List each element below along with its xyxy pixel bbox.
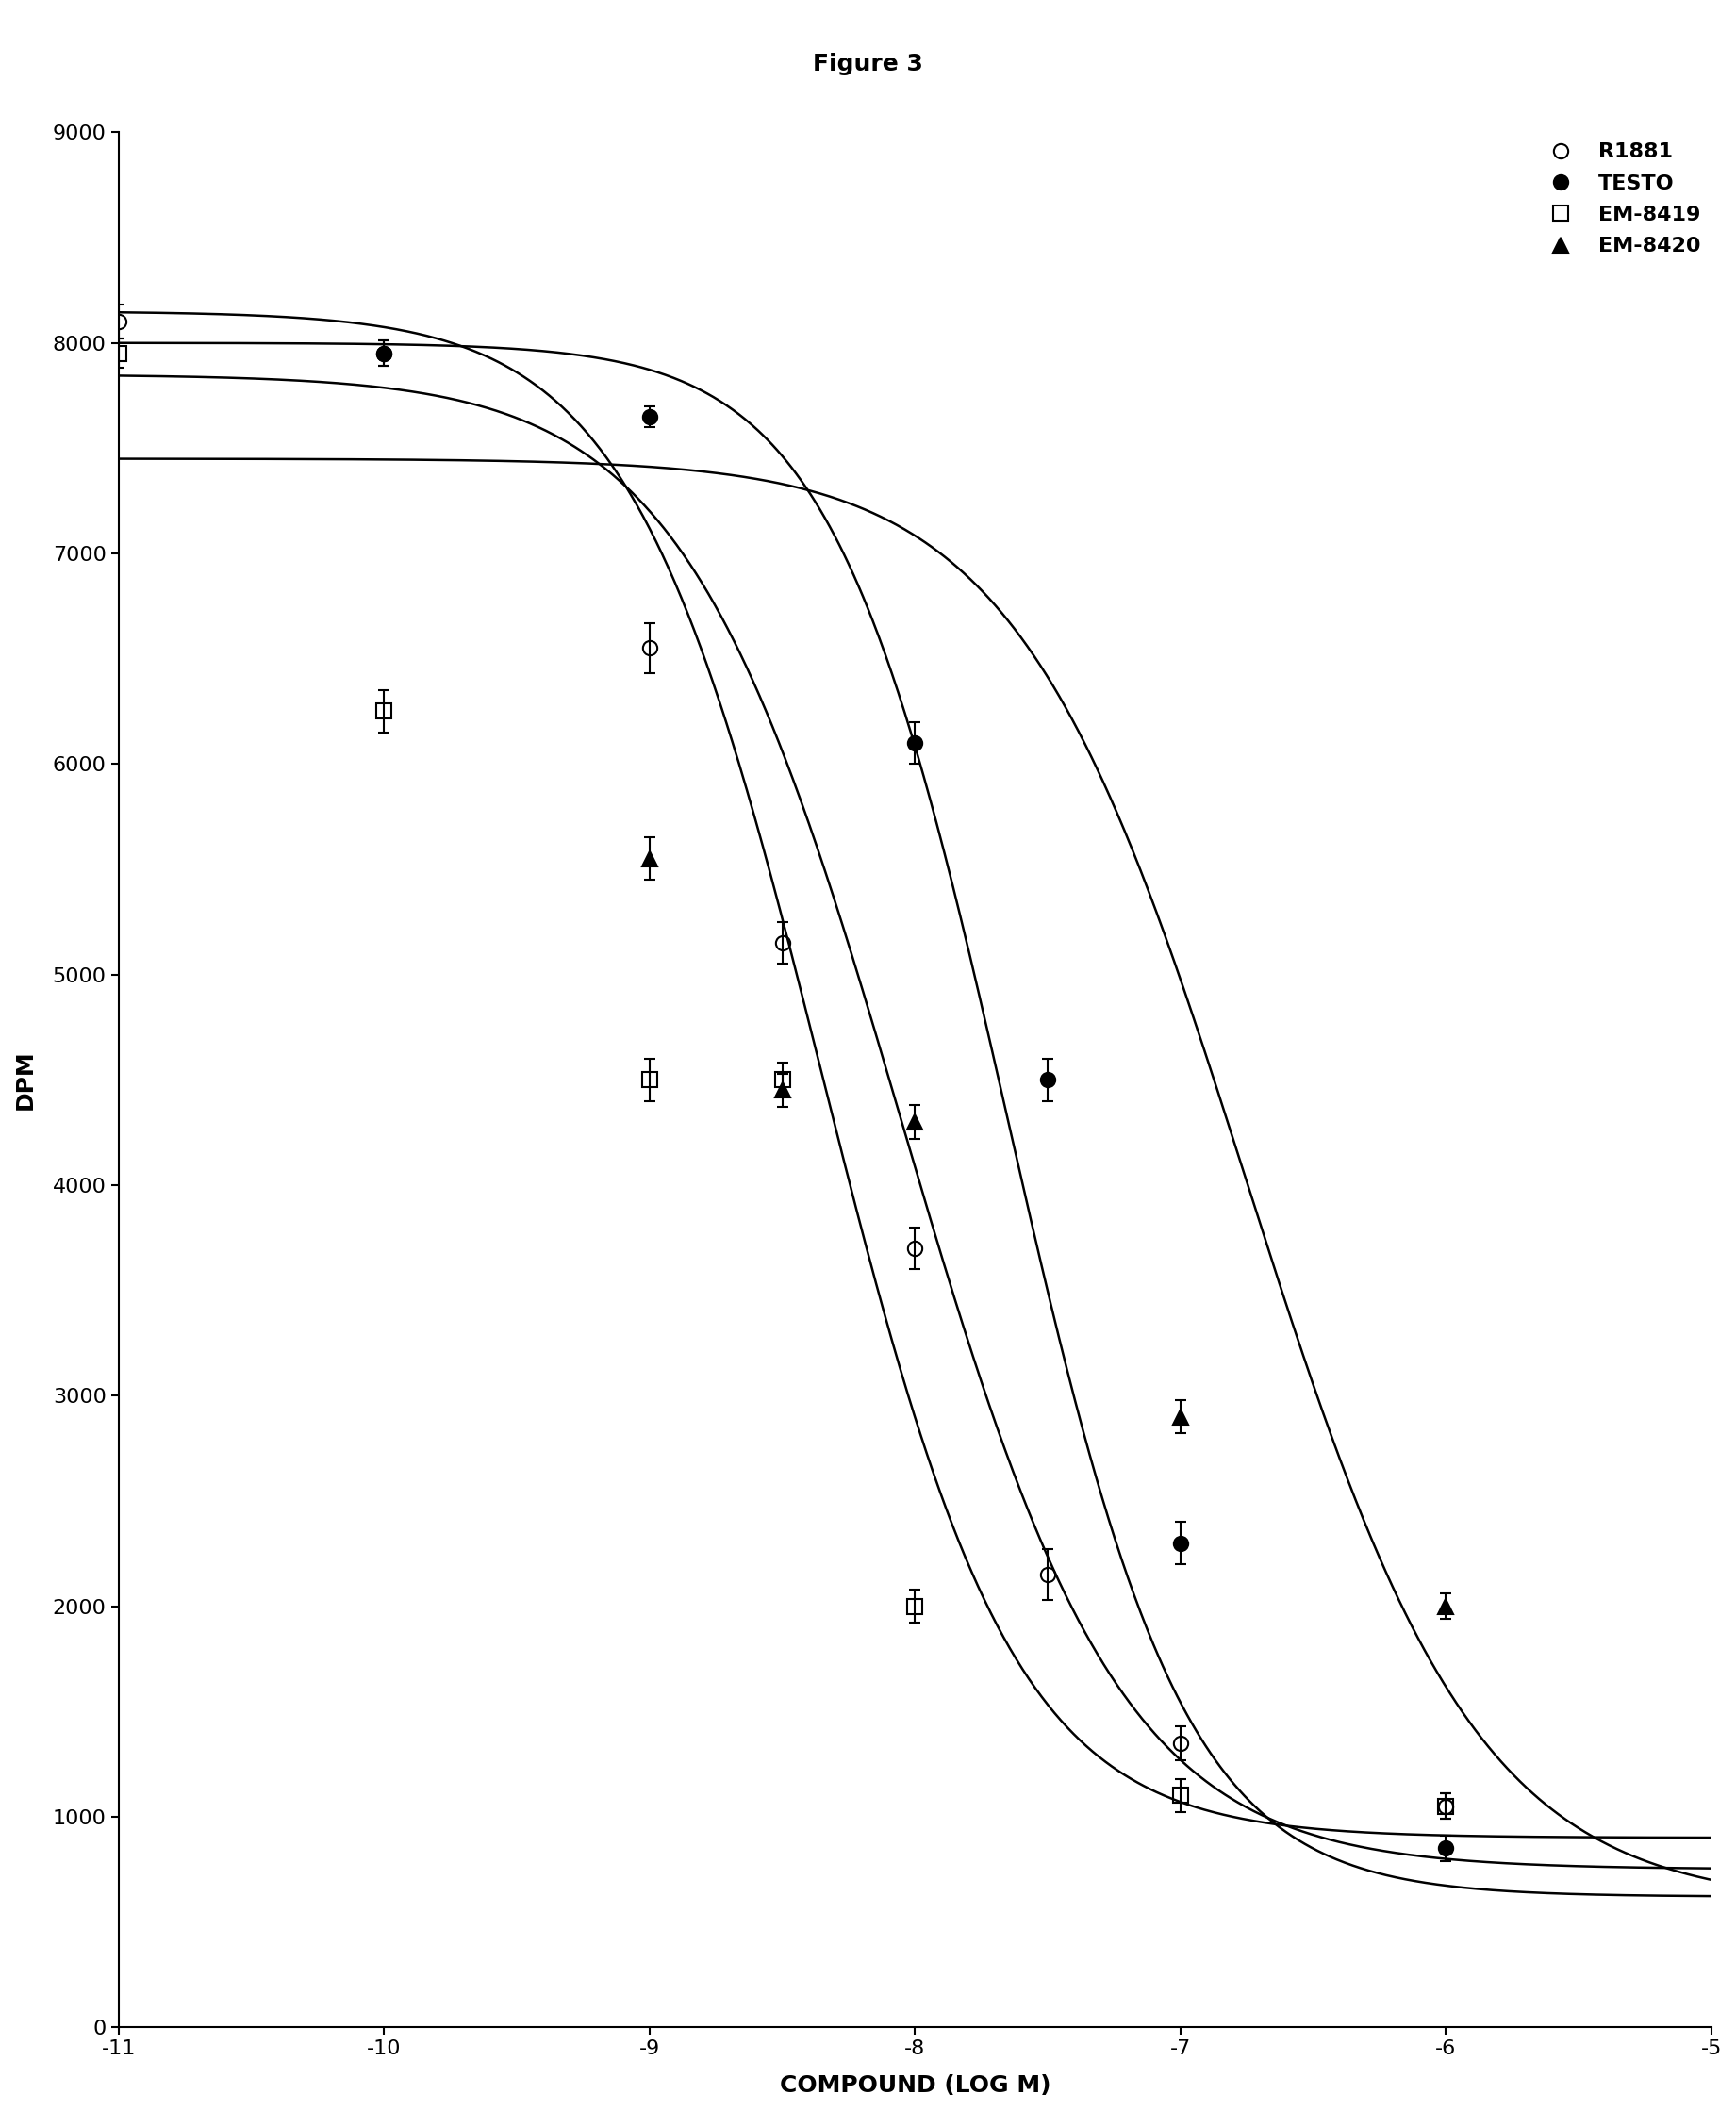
Legend: R1881, TESTO, EM-8419, EM-8420: R1881, TESTO, EM-8419, EM-8420 — [1540, 144, 1701, 255]
Y-axis label: DPM: DPM — [14, 1049, 36, 1110]
X-axis label: COMPOUND (LOG M): COMPOUND (LOG M) — [779, 2075, 1050, 2096]
Text: Figure 3: Figure 3 — [812, 53, 924, 76]
